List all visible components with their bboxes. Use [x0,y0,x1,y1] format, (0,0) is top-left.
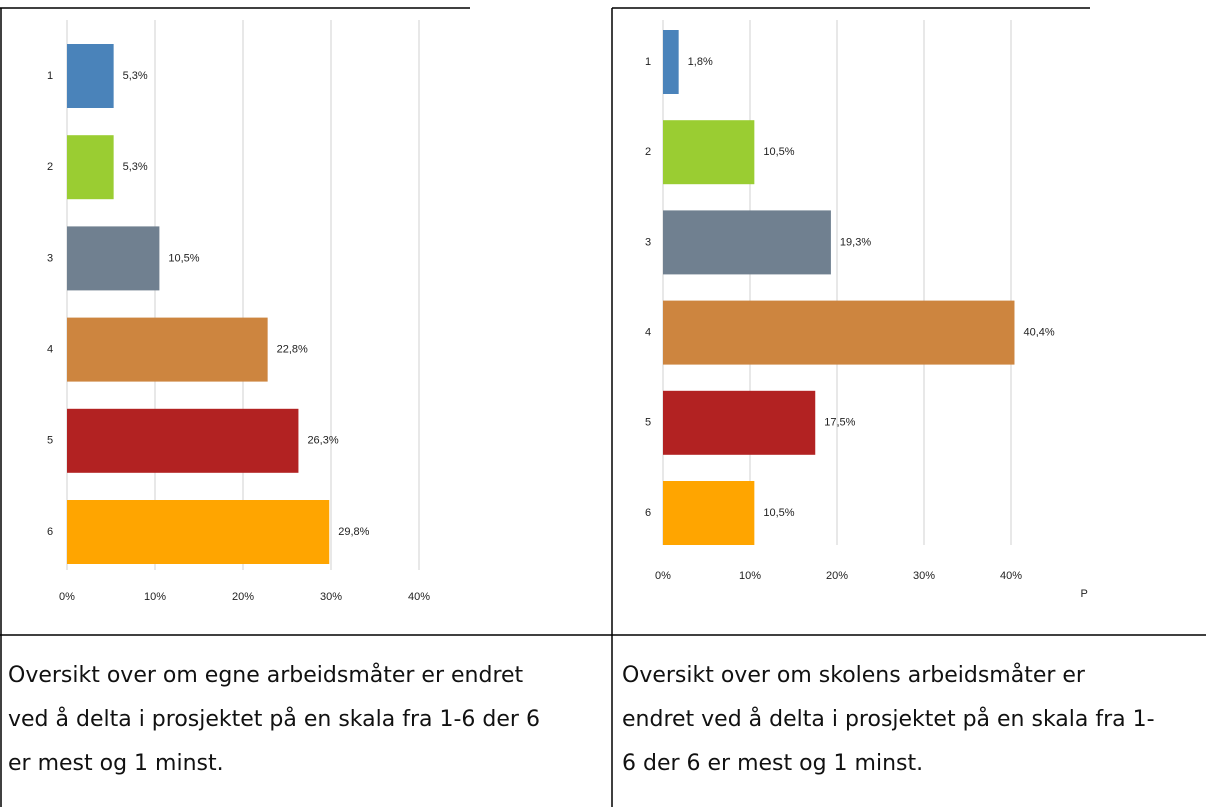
caption-line: Oversikt over om egne arbeidsmåter er en… [8,662,524,688]
bar [663,300,1015,365]
x-tick-label: 0% [59,591,75,603]
x-tick-label: 30% [320,591,342,603]
data-label: 5,3% [123,70,148,82]
bar [67,317,268,382]
bar [67,226,160,291]
bar [67,500,330,564]
x-tick-label: 20% [826,570,848,582]
data-label: 10,5% [763,507,794,519]
captions: Oversikt over om egne arbeidsmåter er en… [8,662,1155,776]
bar [663,30,679,94]
bar [663,390,816,455]
data-label: 26,3% [307,435,338,447]
x-tick-label: 40% [408,591,430,603]
data-label: 29,8% [338,526,369,538]
y-tick-label: 5 [47,435,53,447]
y-tick-label: 4 [47,344,53,356]
x-axis-label: Pro [1081,588,1098,600]
y-tick-label: 5 [645,417,651,429]
chart-left: 0% 10% 20% 30% 40% 5,3% 1 5,3% 2 10,5% 3 22,8% 4 26,3… [47,20,430,603]
caption-line: ved å delta i prosjektet på en skala fra… [8,706,540,732]
y-tick-label: 6 [645,507,651,519]
data-label: 10,5% [168,252,199,264]
caption-line: 6 der 6 er mest og 1 minst. [622,751,923,776]
bar [663,210,831,275]
x-tick-label: 20% [232,591,254,603]
x-tick-label: 10% [739,570,761,582]
y-tick-label: 3 [645,236,651,248]
caption-line: endret ved å delta i prosjektet på en sk… [622,706,1155,732]
y-tick-label: 1 [645,56,651,68]
bar [67,408,299,473]
x-tick-label: 40% [1000,570,1022,582]
data-label: 40,4% [1023,327,1054,339]
bar [67,44,114,108]
data-label: 19,3% [840,236,871,248]
y-tick-label: 2 [47,161,53,173]
y-tick-label: 6 [47,526,53,538]
x-tick-label: 0% [655,570,671,582]
data-label: 22,8% [277,344,308,356]
x-tick-label: 5 [1095,570,1101,582]
x-tick-label: 10% [144,591,166,603]
bar [663,481,755,545]
bar [663,120,755,185]
data-label: 10,5% [763,146,794,158]
caption-line: er mest og 1 minst. [8,751,224,776]
bar [67,135,114,200]
data-label: 1,8% [688,56,713,68]
data-label: 5,3% [123,161,148,173]
y-tick-label: 3 [47,252,53,264]
y-tick-label: 4 [645,327,651,339]
y-tick-label: 1 [47,70,53,82]
table-borders [0,7,1206,807]
y-tick-label: 2 [645,146,651,158]
chart-right: 0% 10% 20% 30% 40% 5 Pro 1,8% 1 10,5% 2 19,3% 3 40,4%… [645,20,1101,600]
x-tick-label: 30% [913,570,935,582]
data-label: 17,5% [824,417,855,429]
caption-line: Oversikt over om skolens arbeidsmåter er [622,662,1086,688]
